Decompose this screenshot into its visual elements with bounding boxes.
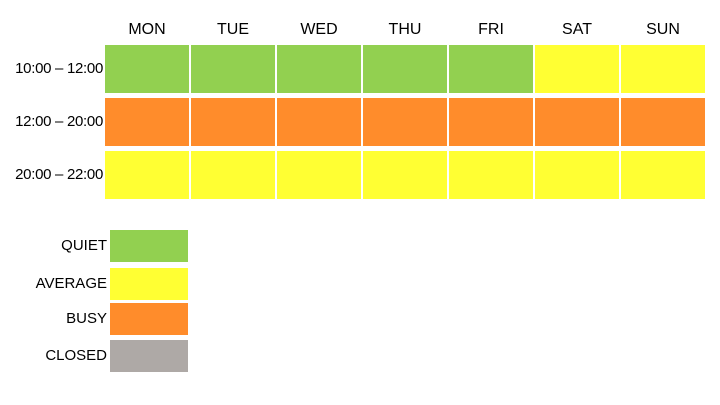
time-slot-label: 20:00 – 22:00 [15, 166, 103, 183]
day-header-wed: WED [300, 21, 338, 38]
heatmap-cell [621, 98, 705, 146]
heatmap-cell [449, 151, 533, 199]
heatmap-cell [535, 98, 619, 146]
heatmap-cell [277, 151, 361, 199]
time-slot-label: 12:00 – 20:00 [15, 113, 103, 130]
heatmap-cell [105, 45, 189, 93]
legend-label-closed: CLOSED [45, 347, 107, 364]
heatmap-cell [191, 98, 275, 146]
heatmap-cell [449, 45, 533, 93]
legend-swatch-quiet [110, 230, 188, 262]
heatmap-cell [535, 45, 619, 93]
heatmap-cell [105, 98, 189, 146]
time-slot-label: 10:00 – 12:00 [15, 60, 103, 77]
legend-swatch-average [110, 268, 188, 300]
heatmap-cell [449, 98, 533, 146]
legend-label-quiet: QUIET [61, 237, 107, 254]
heatmap-cell [535, 151, 619, 199]
heatmap-cell [363, 45, 447, 93]
legend-label-busy: BUSY [66, 310, 107, 327]
legend-label-average: AVERAGE [35, 275, 107, 292]
heatmap-cell [191, 45, 275, 93]
heatmap-cell [363, 151, 447, 199]
day-header-sat: SAT [562, 21, 592, 38]
day-header-tue: TUE [217, 21, 249, 38]
legend-swatch-busy [110, 303, 188, 335]
heatmap-cell [277, 45, 361, 93]
day-header-thu: THU [388, 21, 422, 38]
heatmap-cell [277, 98, 361, 146]
heatmap-cell [105, 151, 189, 199]
heatmap-cell [191, 151, 275, 199]
day-header-mon: MON [128, 21, 166, 38]
heatmap-cell [621, 151, 705, 199]
legend-swatch-closed [110, 340, 188, 372]
day-header-sun: SUN [646, 21, 680, 38]
heatmap-cell [363, 98, 447, 146]
day-header-fri: FRI [478, 21, 504, 38]
heatmap-cell [621, 45, 705, 93]
